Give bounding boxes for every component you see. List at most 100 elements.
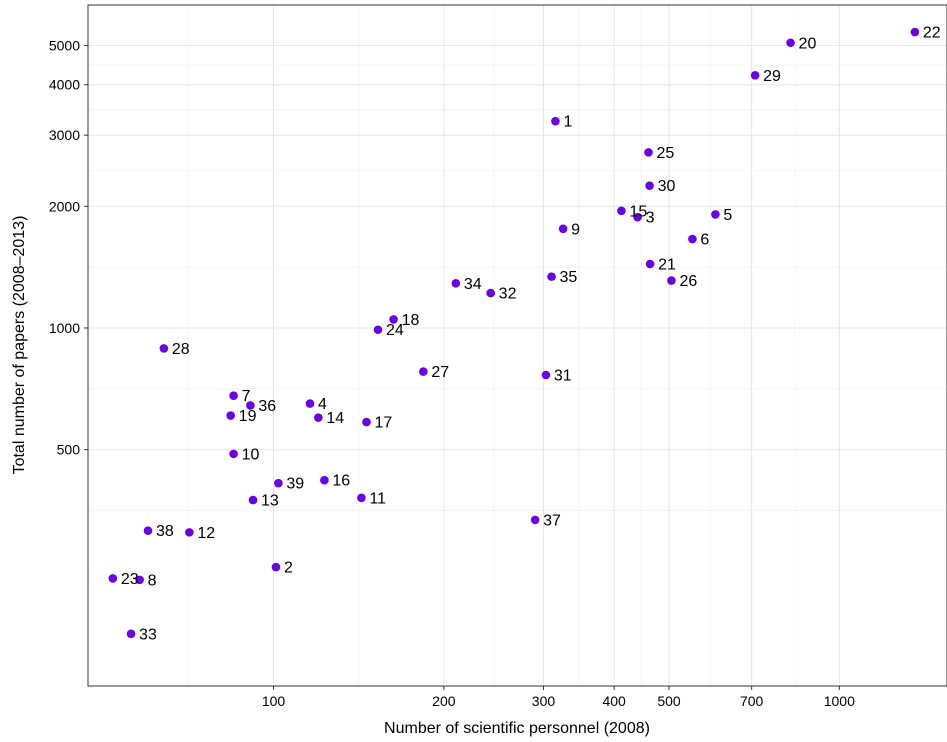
x-tick-label: 400 (602, 693, 626, 709)
x-axis-ticks: 100 200 300 400 500 700 1000 (262, 686, 855, 709)
data-point-20 (786, 38, 795, 48)
data-point-14 (314, 413, 323, 422)
data-label-10: 10 (242, 446, 260, 463)
data-point-31 (541, 370, 551, 380)
data-point-34 (451, 278, 461, 288)
data-point-23 (108, 574, 118, 583)
data-point-6 (688, 234, 697, 244)
data-label-9: 9 (571, 221, 580, 238)
y-tick-label: 2000 (49, 198, 80, 214)
data-label-2: 2 (284, 560, 293, 577)
data-label-32: 32 (499, 286, 517, 303)
data-point-25 (644, 148, 653, 157)
data-point-35 (547, 272, 556, 281)
x-axis-title: Number of scientific personnel (2008) (384, 720, 650, 737)
data-label-21: 21 (658, 256, 676, 273)
data-label-38: 38 (156, 523, 174, 540)
data-label-15: 15 (629, 203, 647, 220)
data-label-28: 28 (172, 341, 190, 358)
data-label-4: 4 (318, 396, 327, 413)
data-label-22: 22 (923, 25, 941, 42)
data-label-23: 23 (121, 571, 139, 588)
data-point-21 (645, 259, 655, 269)
minor-gridlines (88, 5, 947, 686)
data-point-19 (226, 411, 235, 420)
data-label-6: 6 (700, 232, 709, 249)
y-tick-label: 3000 (49, 127, 80, 143)
data-point-8 (135, 575, 144, 585)
plot-panel (88, 5, 947, 686)
data-label-11: 11 (369, 490, 386, 507)
major-gridlines (88, 5, 947, 686)
data-point-13 (248, 495, 258, 505)
data-point-37 (530, 515, 540, 525)
data-label-14: 14 (326, 410, 344, 427)
data-label-34: 34 (464, 276, 482, 293)
data-point-15 (617, 206, 626, 216)
data-point-24 (373, 325, 383, 335)
x-tick-label: 200 (432, 693, 456, 709)
data-label-27: 27 (431, 364, 449, 381)
y-tick-label: 4000 (49, 77, 80, 93)
data-label-19: 19 (239, 408, 257, 425)
y-axis-ticks: 500 1000 2000 3000 4000 5000 (49, 38, 88, 458)
data-point-28 (159, 344, 169, 353)
x-tick-label: 700 (740, 693, 764, 709)
data-point-16 (320, 475, 329, 485)
data-label-20: 20 (799, 35, 817, 52)
data-label-8: 8 (148, 572, 157, 589)
data-label-37: 37 (543, 512, 561, 529)
data-point-38 (143, 526, 153, 535)
data-label-36: 36 (258, 398, 276, 415)
data-point-11 (357, 493, 366, 503)
y-axis-title: Total number of papers (2008–2013) (11, 216, 28, 475)
x-tick-label: 1000 (824, 693, 855, 709)
plot-border (87, 4, 947, 687)
data-point-33 (126, 629, 136, 639)
data-label-13: 13 (261, 493, 279, 510)
data-label-31: 31 (554, 367, 572, 384)
data-point-1 (551, 116, 560, 126)
data-point-39 (274, 478, 283, 488)
data-point-10 (229, 449, 238, 459)
data-point-3 (633, 212, 642, 222)
data-point-32 (486, 288, 495, 298)
data-points: 1234567891011121314151617181920212223242… (108, 25, 941, 643)
data-point-26 (667, 276, 676, 285)
data-label-3: 3 (646, 210, 655, 227)
data-point-5 (711, 210, 720, 219)
data-point-29 (750, 71, 760, 80)
data-point-2 (271, 562, 281, 572)
data-label-1: 1 (563, 114, 572, 131)
y-tick-label: 5000 (49, 38, 80, 54)
x-tick-label: 300 (532, 693, 556, 709)
data-label-30: 30 (658, 178, 676, 195)
data-label-25: 25 (657, 145, 675, 162)
data-label-29: 29 (763, 68, 781, 85)
data-label-18: 18 (402, 312, 420, 329)
data-point-30 (645, 181, 654, 190)
data-label-35: 35 (560, 269, 578, 286)
data-point-4 (305, 399, 315, 408)
data-label-39: 39 (286, 476, 304, 493)
y-tick-label: 500 (57, 442, 81, 458)
data-label-17: 17 (375, 415, 393, 432)
data-label-12: 12 (197, 525, 215, 542)
x-tick-label: 100 (262, 693, 286, 709)
data-point-12 (185, 528, 194, 537)
x-tick-label: 500 (657, 693, 681, 709)
data-label-26: 26 (679, 273, 697, 290)
data-label-16: 16 (332, 473, 350, 490)
data-point-36 (246, 401, 255, 410)
data-label-33: 33 (139, 626, 157, 643)
data-point-22 (910, 27, 920, 37)
y-tick-label: 1000 (49, 320, 80, 336)
data-point-9 (558, 224, 568, 234)
data-label-5: 5 (723, 207, 732, 224)
data-label-7: 7 (242, 388, 251, 405)
data-label-24: 24 (386, 322, 404, 339)
data-point-27 (419, 367, 428, 376)
data-point-18 (389, 315, 398, 324)
data-point-7 (229, 391, 238, 400)
